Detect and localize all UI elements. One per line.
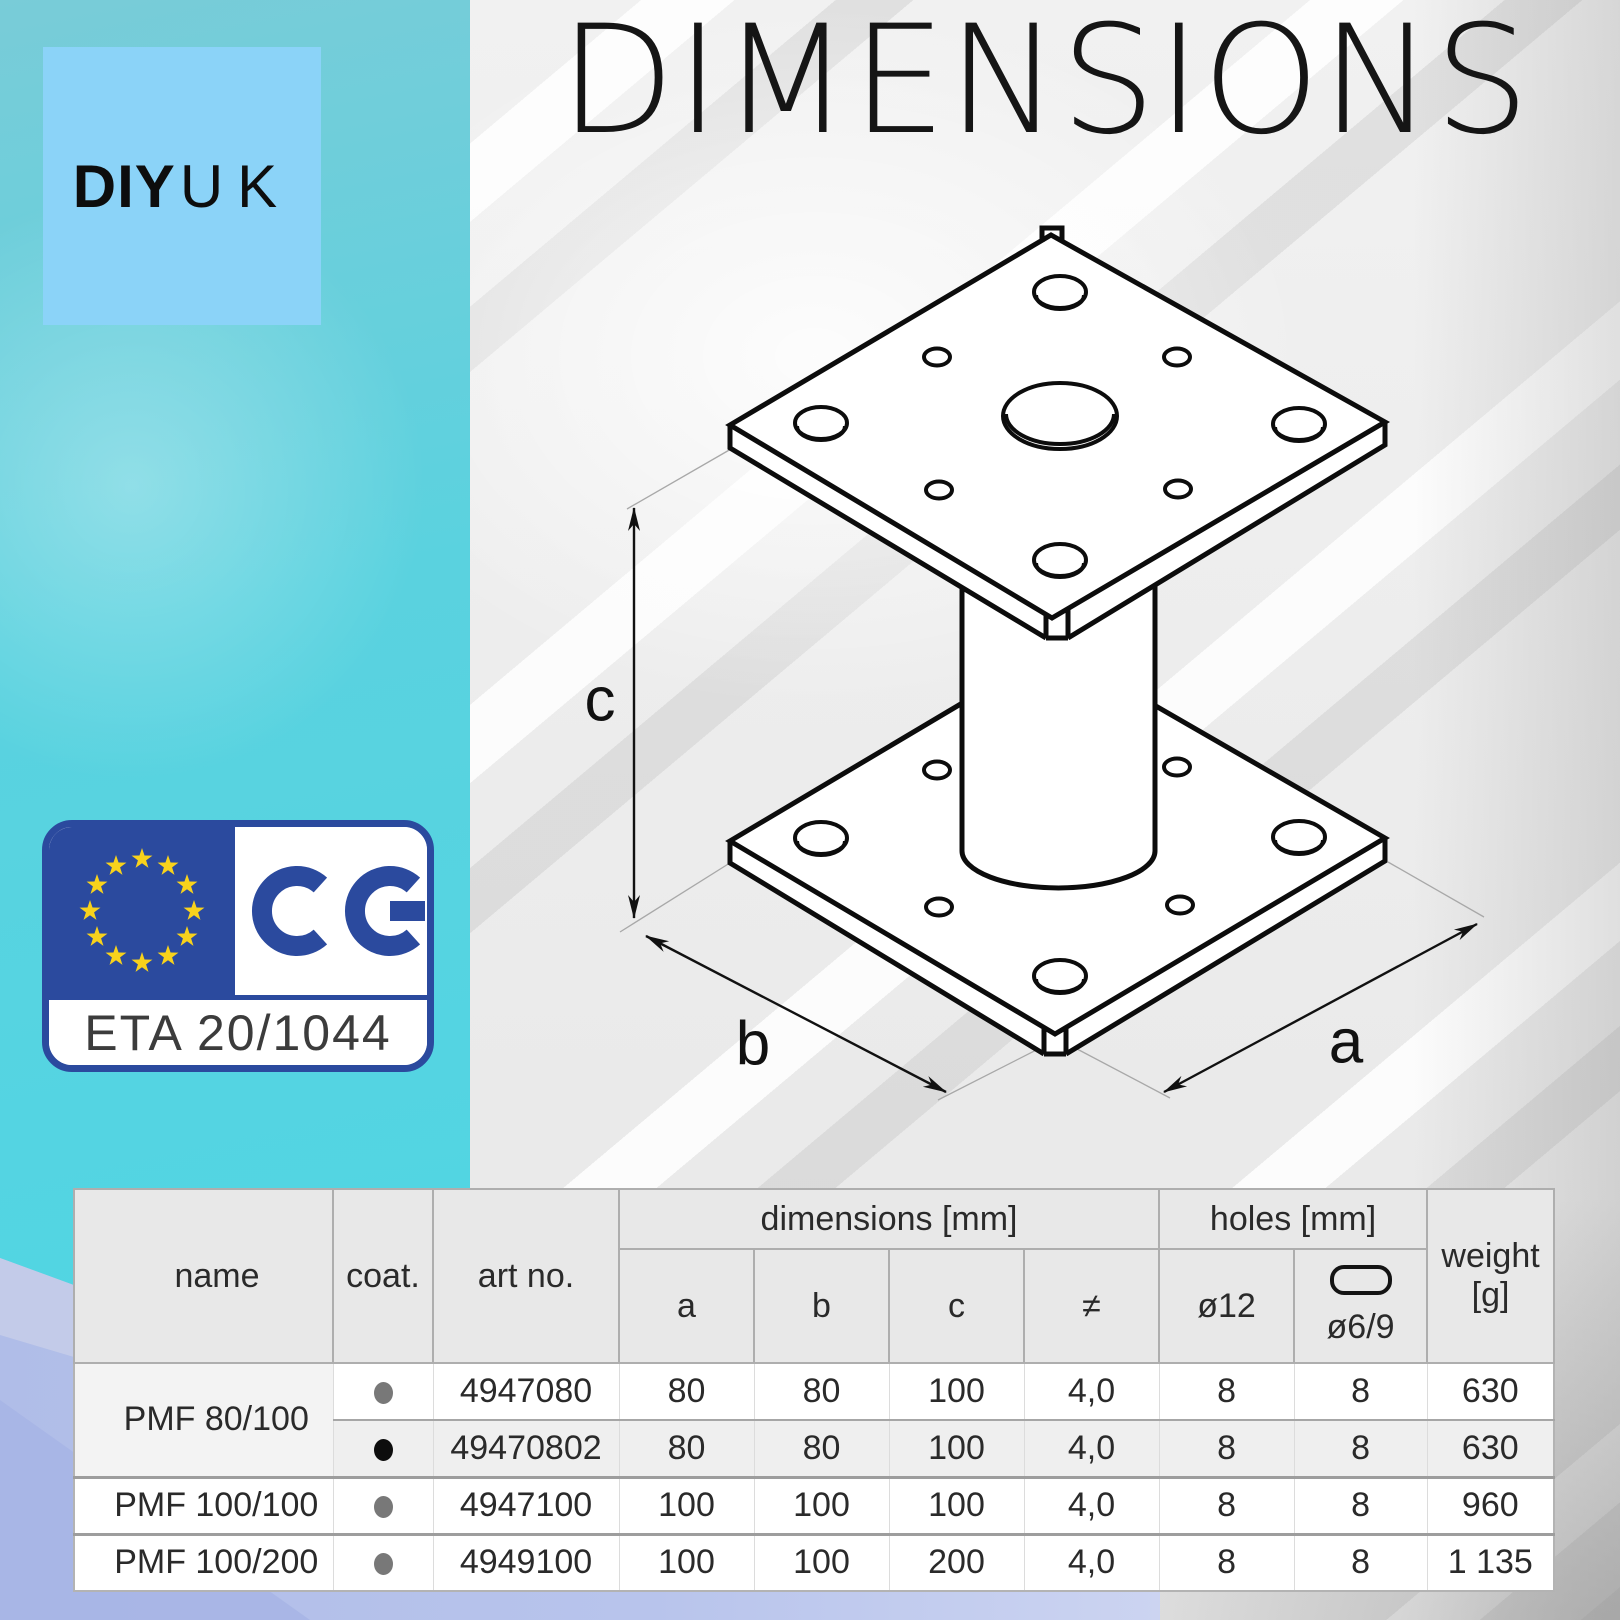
cell-thickness: 4,0 [1023, 1419, 1160, 1477]
cell-a: 100 [618, 1475, 755, 1534]
cell-b: 80 [753, 1363, 890, 1420]
ce-eta-badge: ETA 20/1044 [42, 820, 434, 1072]
cell-d69: 8 [1293, 1475, 1428, 1534]
brand-logo-bold: DIY [72, 152, 176, 220]
cell-thickness: 4,0 [1023, 1532, 1160, 1591]
coating-dot-black [373, 1438, 393, 1461]
badge-divider [49, 995, 427, 1000]
cell-d12: 8 [1158, 1475, 1295, 1534]
col-header-d69: ø6/9 [1293, 1248, 1429, 1364]
cell-b: 80 [753, 1419, 890, 1477]
cell-coat [332, 1475, 434, 1534]
col-header-d69-label: ø6/9 [1326, 1308, 1395, 1346]
cell-b: 100 [753, 1475, 890, 1534]
dimension-line-a [1163, 922, 1478, 1094]
dimension-label-a: a [1329, 1008, 1364, 1077]
slot-hole-icon [1329, 1265, 1392, 1295]
col-group-dimensions: dimensions [mm] [617, 1188, 1161, 1250]
extension-lines [619, 448, 1485, 1101]
brand-logo: DIY UK [43, 47, 321, 325]
cell-name: PMF 100/200 [73, 1532, 334, 1591]
cell-name: PMF 80/100 [73, 1363, 334, 1477]
table-header-row-groups: name coat. art no. dimensions [mm] holes… [73, 1188, 1556, 1364]
col-header-b: b [753, 1248, 890, 1364]
coating-dot-gray [373, 1382, 393, 1405]
cell-a: 100 [618, 1532, 755, 1591]
coating-dot-gray [373, 1496, 393, 1519]
top-plate-holes [793, 274, 1327, 579]
cell-d12: 8 [1158, 1363, 1295, 1420]
cell-art: 4947100 [432, 1475, 620, 1534]
col-header-a: a [618, 1248, 755, 1364]
cell-thickness: 4,0 [1023, 1363, 1160, 1420]
cell-d12: 8 [1158, 1419, 1295, 1477]
cell-c: 100 [888, 1419, 1025, 1477]
cell-weight: 630 [1426, 1419, 1555, 1477]
cell-c: 100 [888, 1363, 1025, 1420]
cell-a: 80 [618, 1363, 755, 1420]
col-group-holes: holes [mm] [1158, 1188, 1429, 1250]
cell-art: 4947080 [432, 1363, 620, 1420]
page-title: DIMENSIONS [559, 0, 1531, 168]
table-row: 49470802 80 80 100 4,0 8 8 630 [74, 1419, 1555, 1477]
col-header-weight: weight [g] [1426, 1188, 1556, 1364]
tube-column [959, 570, 1158, 891]
dimension-line-b [645, 934, 947, 1094]
col-header-weight-line1: weight [1441, 1236, 1540, 1275]
isometric-post-support-drawing: c b a [585, 225, 1485, 1101]
eu-stars-icon [79, 848, 205, 972]
cell-coat [332, 1419, 434, 1477]
col-header-name: name [73, 1188, 334, 1364]
cell-weight: 1 135 [1426, 1532, 1555, 1591]
cell-d12: 8 [1158, 1532, 1295, 1591]
col-header-art: art no. [432, 1188, 620, 1364]
cell-c: 100 [888, 1475, 1025, 1534]
table-row: PMF 100/100 4947100 100 100 100 4,0 8 8 … [73, 1475, 1555, 1534]
col-header-d12: ø12 [1158, 1248, 1296, 1364]
cell-c: 200 [888, 1532, 1025, 1591]
cell-weight: 960 [1426, 1475, 1555, 1534]
cell-d69: 8 [1293, 1532, 1428, 1591]
base-plate-holes [793, 756, 1327, 995]
col-header-c: c [888, 1248, 1025, 1364]
cell-coat [332, 1363, 434, 1420]
col-header-coat: coat. [332, 1188, 434, 1364]
cell-d69: 8 [1293, 1419, 1428, 1477]
dimension-label-b: b [736, 1010, 770, 1079]
table-row: PMF 80/100 4947080 80 80 100 4,0 8 8 630 [73, 1363, 1555, 1477]
dimension-label-c: c [585, 666, 616, 735]
cell-art: 4949100 [432, 1532, 620, 1591]
eu-flag [49, 827, 235, 995]
table-header-row-sub: a b c ≠ ø12 ø6/9 [74, 1248, 1554, 1364]
cell-b: 100 [753, 1532, 890, 1591]
cell-art: 49470802 [432, 1419, 620, 1477]
eta-number: ETA 20/1044 [49, 1000, 427, 1065]
cell-thickness: 4,0 [1023, 1475, 1160, 1534]
cell-weight: 630 [1426, 1363, 1555, 1420]
cell-coat [332, 1532, 434, 1591]
dimension-lines [628, 507, 1478, 1094]
table-row: PMF 100/200 4949100 100 100 200 4,0 8 8 … [73, 1532, 1555, 1591]
col-header-weight-line2: [g] [1471, 1276, 1510, 1314]
col-header-thickness: ≠ [1022, 1248, 1161, 1364]
spec-table: name coat. art no. dimensions [mm] holes… [73, 1188, 1556, 1592]
brand-logo-light: UK [179, 152, 292, 220]
coating-dot-gray [373, 1553, 393, 1576]
cell-d69: 8 [1293, 1363, 1428, 1420]
cell-name: PMF 100/100 [73, 1475, 334, 1534]
top-plate [725, 225, 1391, 641]
cell-a: 80 [618, 1419, 755, 1477]
ce-mark-icon [252, 866, 425, 956]
